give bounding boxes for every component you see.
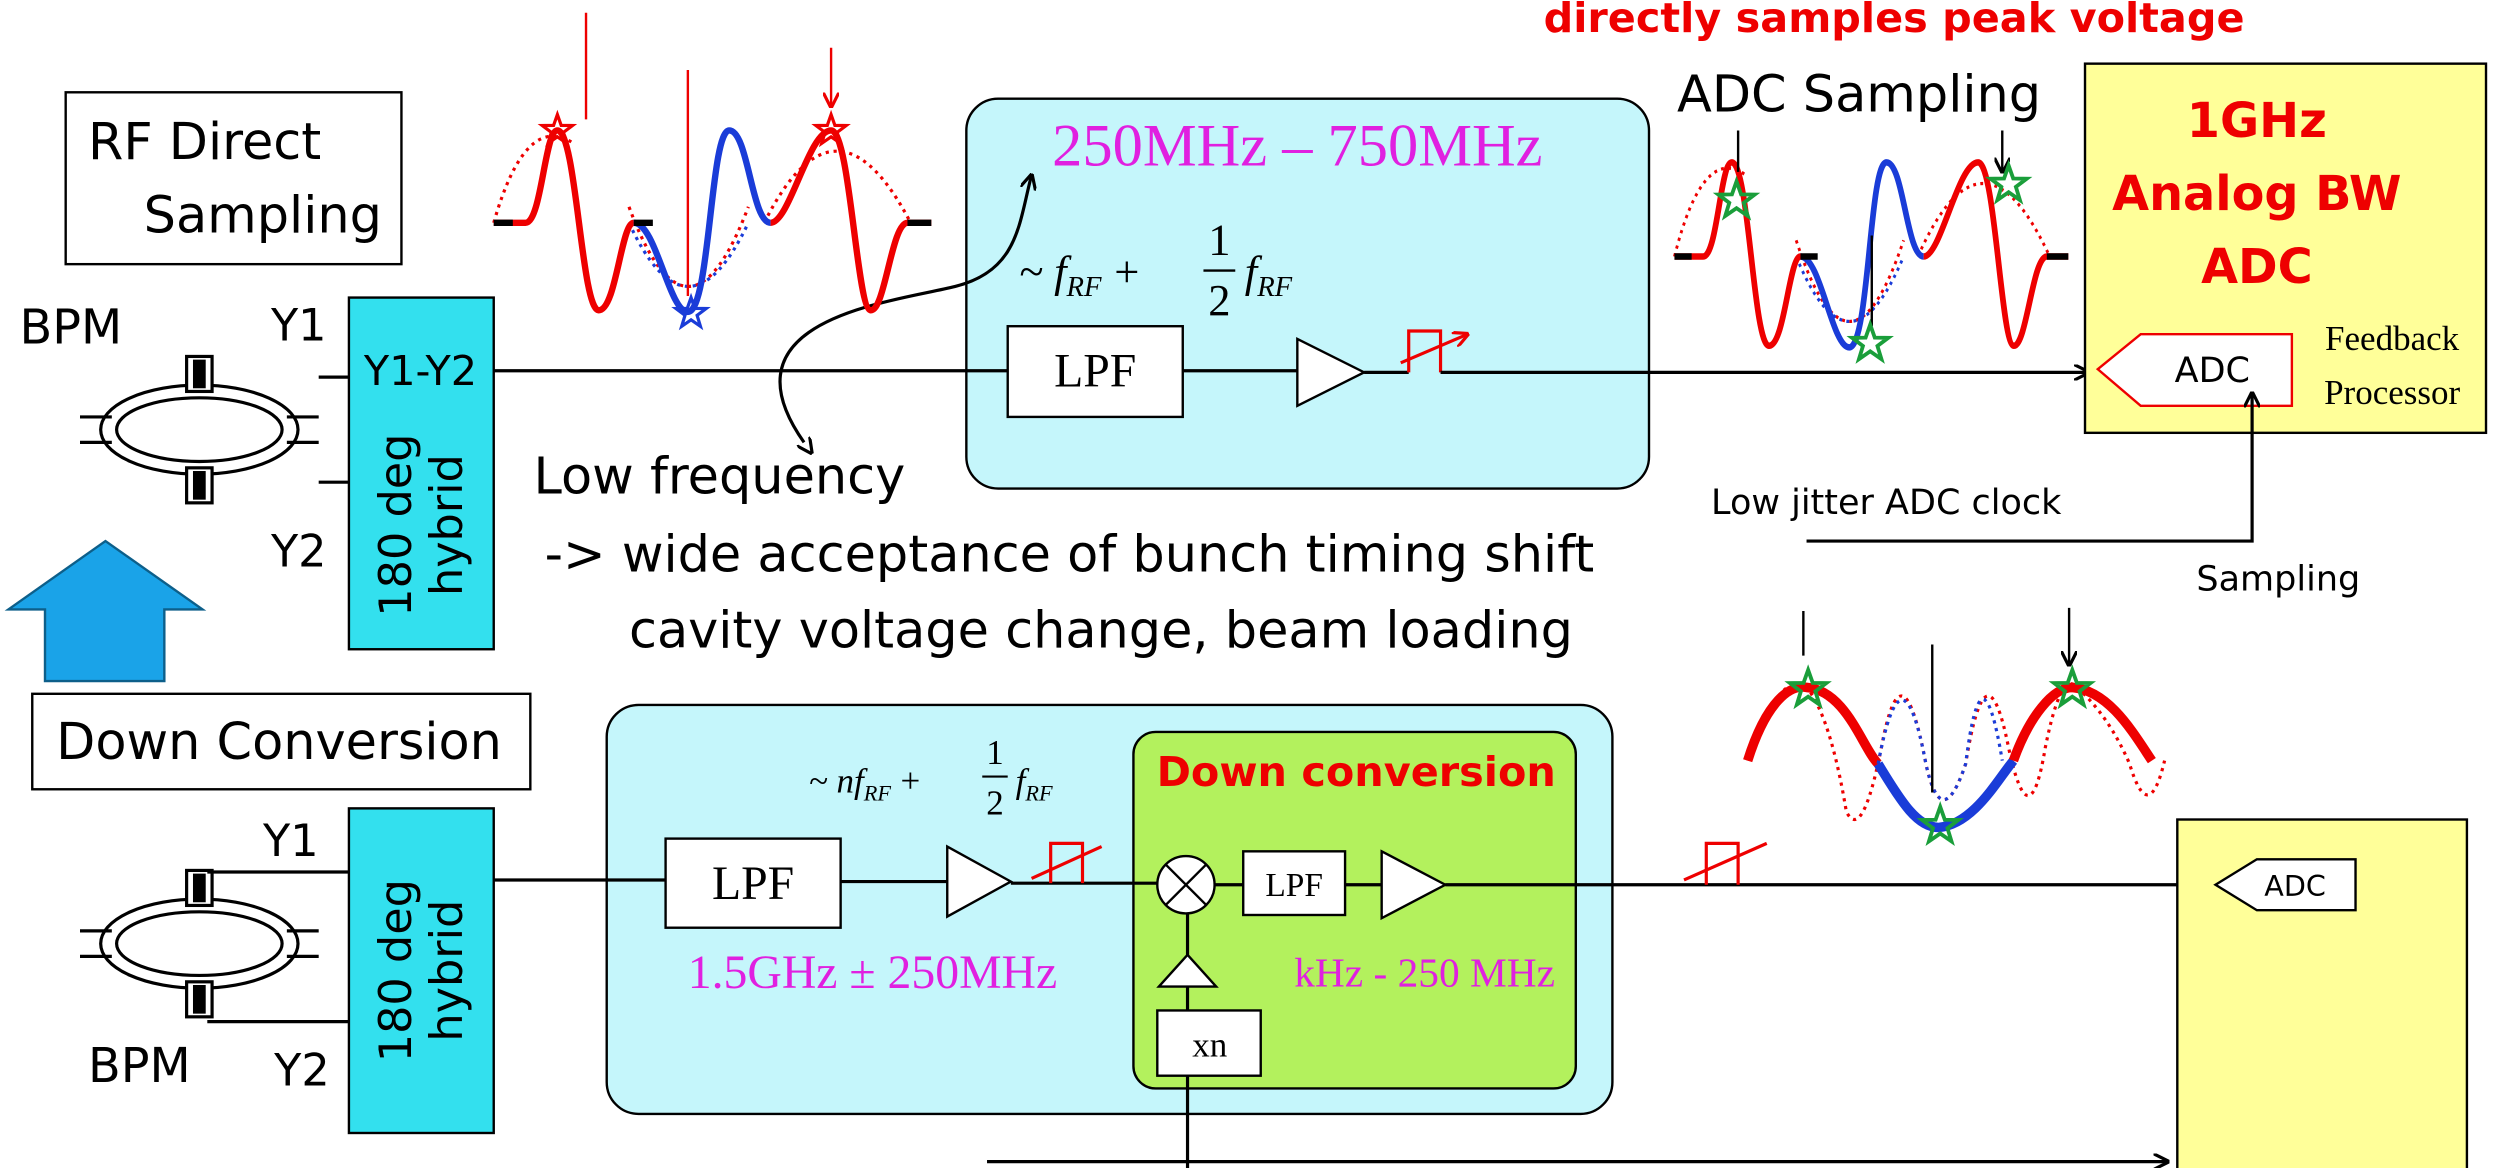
bpm-label: BPM (20, 301, 123, 356)
bpm-icon (78, 354, 321, 505)
bpm-wire (318, 375, 349, 484)
formula-part: RF (863, 780, 892, 805)
dc-waveform (1743, 607, 2167, 844)
lpf-box (1006, 325, 1184, 419)
hybrid-label: hybrid (421, 900, 473, 1042)
lpf-box (1242, 850, 1347, 917)
formula-part: RF (1065, 271, 1101, 303)
formula-part: nf (836, 761, 867, 800)
down-conversion-box (1132, 730, 1577, 1090)
bpm-icon (78, 868, 321, 1019)
amplifier (1380, 849, 1448, 921)
if-band-label: kHz - 250 MHz (1294, 950, 1555, 996)
adc-waveform (1674, 130, 2068, 362)
sampling-label: Sampling (2196, 559, 2360, 599)
note: directly samples peak voltage (1544, 0, 2245, 42)
clock-label: Low jitter ADC clock (1711, 483, 2062, 523)
formula-part: RF (1256, 271, 1292, 303)
formula-part: + (1114, 246, 1139, 296)
curved-arrow (778, 175, 1032, 442)
formula-part: ~ (809, 761, 828, 800)
rf-title-box (64, 91, 403, 266)
multiplier-label: xn (1192, 1026, 1227, 1065)
filter-symbol (1030, 845, 1103, 880)
amplifier (1296, 337, 1367, 408)
hybrid-box (347, 296, 495, 651)
adc-label: ADC (2264, 869, 2326, 903)
hybrid-label: 180 deg (370, 434, 422, 617)
hybrid-input: Y1-Y2 (363, 347, 477, 395)
y2-label: Y2 (270, 525, 327, 577)
bpm-label: BPM (88, 1039, 191, 1094)
bpm-wire (207, 870, 349, 1024)
lpf-label: LPF (712, 857, 794, 910)
hybrid-label: 180 deg (370, 879, 422, 1062)
acceptance-text: cavity voltage change, beam loading (629, 602, 1573, 661)
filter-symbol (1049, 841, 1085, 884)
adc-board-label: Analog BW (2112, 167, 2401, 222)
lpf-label: LPF (1054, 345, 1136, 398)
mixer (1164, 863, 1208, 907)
adc-board-label: 1GHz (2187, 94, 2327, 149)
formula: ~ nfRF + 1 2 fRF (809, 733, 1053, 823)
adc-block (2213, 858, 2357, 912)
lpf-label: LPF (1265, 867, 1323, 904)
dc-title-box (31, 692, 532, 791)
formula-part: RF (1024, 780, 1053, 805)
adc-sampling-label: ADC Sampling (1677, 65, 2041, 124)
rf-title: Sampling (144, 186, 382, 245)
band-label: 250MHz – 750MHz (1052, 112, 1542, 179)
lpf-box (664, 837, 842, 929)
formula-part: ~ (1019, 246, 1043, 296)
filter-symbol (1407, 329, 1443, 373)
hybrid-label: hybrid (421, 454, 473, 596)
filter-symbol (1400, 334, 1468, 365)
multiplier-box (1156, 1009, 1262, 1077)
formula-part: + (900, 761, 920, 800)
amplifier (946, 844, 1014, 919)
dc-title: Down Conversion (56, 713, 502, 772)
processor-label: Processor (2324, 373, 2460, 412)
rf-title: RF Direct (88, 113, 321, 172)
low-freq-label: Low frequency (534, 447, 906, 506)
rf-waveform (494, 12, 932, 328)
formula-part: 1 (1208, 215, 1230, 265)
filter-symbol (1704, 841, 1740, 885)
down-conversion-title: Down conversion (1157, 748, 1556, 796)
formula-part: 1 (986, 733, 1004, 772)
processor-label: Feedback (2325, 319, 2460, 358)
adc-label: ADC (2175, 351, 2250, 391)
acceptance-text: -> wide acceptance of bunch timing shift (545, 525, 1595, 584)
hybrid-box (347, 807, 495, 1135)
clock-line (987, 1075, 2168, 1168)
adc-board-label: ADC (2201, 240, 2313, 295)
clock-line (1806, 393, 2253, 543)
formula-part: 2 (986, 784, 1004, 823)
adc-block (2095, 332, 2294, 407)
filter-symbol (1683, 841, 1768, 882)
svg-text:fRF: fRF (1016, 761, 1053, 805)
svg-text:~ nfRF+: ~ nfRF + (809, 761, 920, 805)
up-arrow (4, 539, 207, 683)
formula-part: 2 (1208, 275, 1230, 325)
y2-label: Y2 (273, 1044, 330, 1096)
y1-label: Y1 (270, 300, 327, 352)
band-label: 1.5GHz ± 250MHz (688, 946, 1057, 999)
y1-label: Y1 (262, 815, 319, 867)
